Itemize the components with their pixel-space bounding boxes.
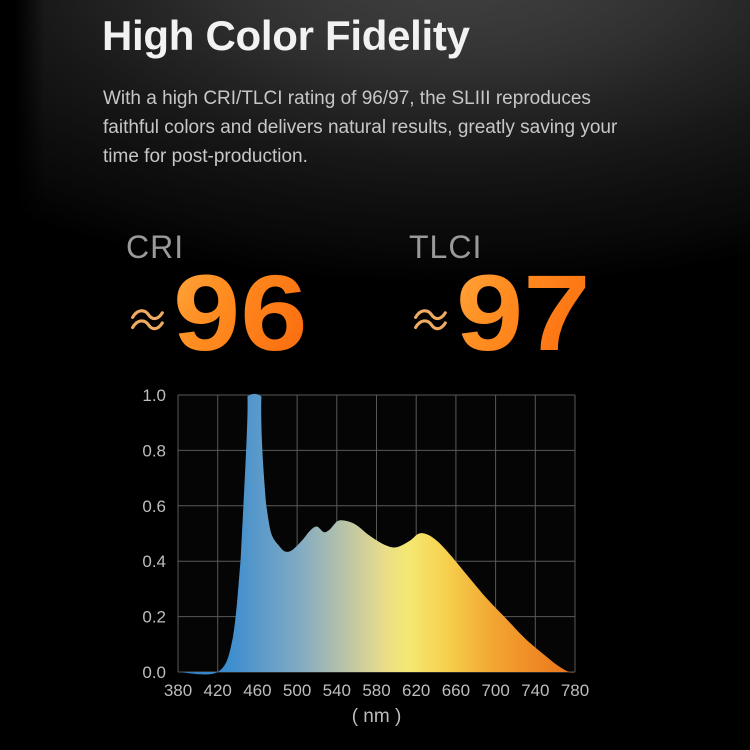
- svg-text:620: 620: [402, 681, 430, 700]
- svg-text:540: 540: [323, 681, 351, 700]
- svg-text:0.8: 0.8: [142, 441, 166, 460]
- svg-text:660: 660: [442, 681, 470, 700]
- svg-text:0.0: 0.0: [142, 663, 166, 682]
- svg-text:700: 700: [481, 681, 509, 700]
- svg-text:( nm ): ( nm ): [352, 706, 402, 727]
- svg-text:740: 740: [521, 681, 549, 700]
- svg-text:500: 500: [283, 681, 311, 700]
- svg-text:580: 580: [362, 681, 390, 700]
- svg-text:780: 780: [561, 681, 589, 700]
- svg-text:0.2: 0.2: [142, 608, 166, 627]
- svg-text:0.4: 0.4: [142, 552, 166, 571]
- svg-text:1.0: 1.0: [142, 386, 166, 405]
- svg-text:460: 460: [243, 681, 271, 700]
- svg-text:380: 380: [164, 681, 192, 700]
- svg-text:0.6: 0.6: [142, 497, 166, 516]
- svg-text:420: 420: [204, 681, 232, 700]
